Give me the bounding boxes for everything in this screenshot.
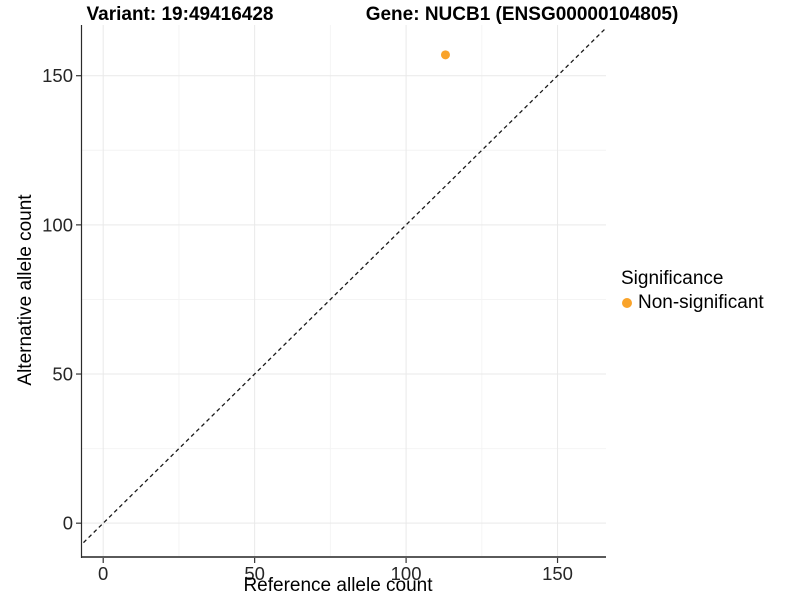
y-tick-label: 150	[42, 65, 73, 86]
plot-title-gene: Gene: NUCB1 (ENSG00000104805)	[365, 4, 679, 25]
x-axis-title: Reference allele count	[243, 575, 433, 596]
x-tick-label: 150	[542, 563, 573, 584]
legend-dot-icon	[622, 298, 632, 308]
plot-title-variant: Variant: 19:49416428	[86, 4, 274, 25]
legend: Significance Non-significant	[621, 268, 764, 314]
y-axis-title: Alternative allele count	[15, 194, 36, 386]
data-point	[440, 50, 450, 60]
identity-line	[82, 27, 606, 545]
legend-title: Significance	[621, 268, 724, 289]
y-tick-label: 100	[42, 214, 73, 235]
x-tick-label: 100	[391, 563, 422, 584]
y-tick-label: 0	[63, 513, 73, 534]
y-tick-label: 50	[52, 364, 73, 385]
legend-item: Non-significant	[621, 292, 764, 314]
x-tick-label: 50	[244, 563, 265, 584]
x-tick-label: 0	[98, 563, 108, 584]
legend-item-label: Non-significant	[638, 292, 764, 313]
